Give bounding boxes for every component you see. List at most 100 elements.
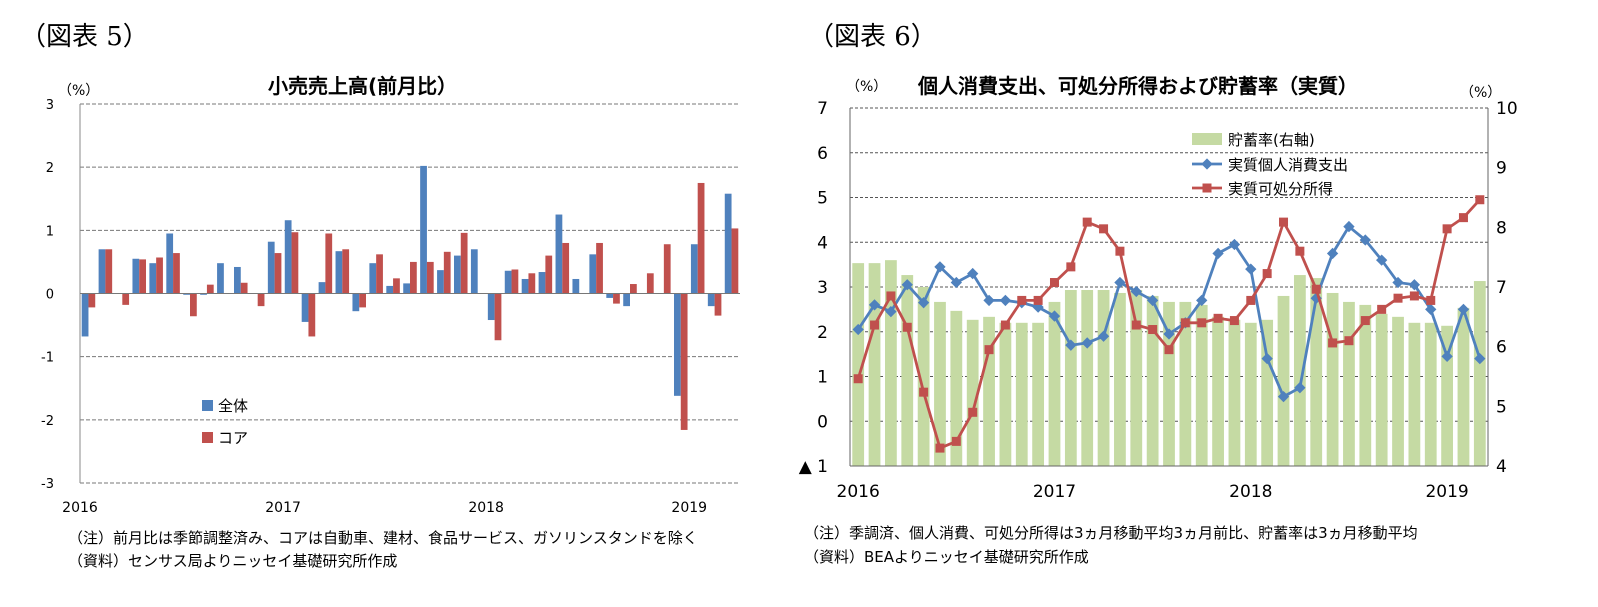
bar-savings-rate-2016-07 xyxy=(950,310,963,466)
bar-savings-rate-2019-01 xyxy=(1441,325,1453,466)
point-income-2016-08 xyxy=(968,407,978,417)
point-pce-2016-07 xyxy=(950,276,962,289)
point-income-2017-10 xyxy=(1197,318,1207,328)
point-income-2018-05 xyxy=(1311,284,1321,294)
bar-コア-2018-03 xyxy=(528,273,536,294)
legend-label: 全体 xyxy=(218,397,248,415)
bar-コア-2016-11 xyxy=(257,293,265,307)
bar-コア-2017-04 xyxy=(342,249,350,294)
point-income-2018-03 xyxy=(1279,217,1289,227)
bar-コア-2018-07 xyxy=(596,242,603,294)
point-pce-2018-11 xyxy=(1408,279,1421,291)
legend-swatch-全体 xyxy=(202,400,213,411)
bar-savings-rate-2017-11 xyxy=(1212,316,1224,466)
bar-全体-2018-08 xyxy=(606,293,614,298)
bar-全体-2017-09 xyxy=(420,165,427,294)
point-income-2018-06 xyxy=(1328,338,1338,348)
bar-全体-2018-12 xyxy=(674,293,681,396)
left-chart-note: （注）前月比は季節調整済み、コアは自動車、建材、食品サービス、ガソリンスタンドを… xyxy=(68,529,698,547)
point-pce-2016-09 xyxy=(983,294,995,307)
bar-savings-rate-2017-07 xyxy=(1146,295,1159,466)
bar-全体-2017-03 xyxy=(318,282,326,294)
y-tick-label: 1 xyxy=(817,368,828,388)
bar-コア-2017-05 xyxy=(359,293,366,308)
bar-savings-rate-2017-06 xyxy=(1130,289,1143,466)
point-income-2017-05 xyxy=(1115,246,1125,256)
point-pce-2018-06 xyxy=(1326,247,1339,260)
point-income-2018-07 xyxy=(1344,336,1354,346)
bar-全体-2016-02 xyxy=(98,249,106,294)
x-tick-label: 2017 xyxy=(1033,482,1076,502)
bar-コア-2018-05 xyxy=(562,242,570,294)
bar-全体-2017-01 xyxy=(284,220,292,294)
bar-全体-2016-05 xyxy=(149,263,157,294)
bar-全体-2017-07 xyxy=(386,285,394,294)
bar-全体-2018-05 xyxy=(555,214,563,294)
bar-全体-2018-03 xyxy=(521,278,529,294)
point-income-2018-02 xyxy=(1262,269,1272,279)
bar-全体-2016-07 xyxy=(183,293,190,295)
point-income-2016-07 xyxy=(951,436,961,446)
bar-コア-2016-03 xyxy=(122,293,130,305)
bar-savings-rate-2016-12 xyxy=(1032,322,1045,466)
bar-コア-2018-04 xyxy=(545,255,553,294)
bar-コア-2016-01 xyxy=(88,293,96,308)
bar-savings-rate-2016-10 xyxy=(999,322,1012,466)
point-pce-2017-11 xyxy=(1212,247,1224,260)
point-income-2017-04 xyxy=(1099,224,1109,234)
bar-コア-2018-02 xyxy=(511,269,519,294)
left-chart-source: （資料）センサス局よりニッセイ基礎研究所作成 xyxy=(68,552,398,570)
point-income-2017-09 xyxy=(1180,318,1190,328)
y2-tick-label: 7 xyxy=(1496,278,1507,298)
bar-コア-2016-02 xyxy=(105,249,113,294)
point-income-2017-08 xyxy=(1164,345,1174,355)
bar-savings-rate-2016-02 xyxy=(868,263,881,466)
chart-title-retail-sales: 小売売上高(前月比） xyxy=(268,74,458,98)
bar-savings-rate-2018-06 xyxy=(1326,292,1339,466)
x-tick-label: 2018 xyxy=(468,500,504,516)
point-income-2019-03 xyxy=(1475,195,1485,205)
bar-全体-2016-12 xyxy=(267,241,275,294)
point-income-2016-12 xyxy=(1033,295,1043,305)
point-pce-2017-06 xyxy=(1130,285,1142,298)
point-income-2017-06 xyxy=(1131,320,1141,330)
figure-5-label: （図表 5） xyxy=(20,22,149,52)
bar-全体-2018-04 xyxy=(538,272,546,294)
point-income-2016-04 xyxy=(902,322,912,332)
point-income-2016-10 xyxy=(1000,320,1010,330)
bar-全体-2017-10 xyxy=(437,270,444,294)
x-tick-label: 2018 xyxy=(1229,482,1272,502)
bar-savings-rate-2018-11 xyxy=(1408,322,1421,466)
point-pce-2018-04 xyxy=(1294,382,1306,394)
bar-savings-rate-2018-08 xyxy=(1359,304,1372,466)
bar-savings-rate-2018-10 xyxy=(1392,316,1404,466)
bar-コア-2016-10 xyxy=(240,282,248,294)
point-pce-2019-02 xyxy=(1457,303,1470,316)
right-chart-source: （資料）BEAよりニッセイ基礎研究所作成 xyxy=(804,548,1089,566)
point-pce-2019-03 xyxy=(1474,352,1486,365)
legend-label: 実質可処分所得 xyxy=(1228,180,1333,198)
bar-全体-2016-01 xyxy=(81,293,89,337)
bar-savings-rate-2016-08 xyxy=(966,319,979,466)
bar-savings-rate-2018-09 xyxy=(1375,313,1388,466)
bar-コア-2018-01 xyxy=(494,293,502,341)
point-pce-2016-10 xyxy=(999,294,1012,307)
y-tick-label: -2 xyxy=(41,414,54,429)
point-income-2019-02 xyxy=(1458,213,1468,223)
point-pce-2017-07 xyxy=(1146,294,1159,307)
point-pce-2016-02 xyxy=(868,299,881,311)
y-tick-label: 7 xyxy=(817,99,828,119)
bar-コア-2016-08 xyxy=(206,284,214,294)
bar-コア-2017-03 xyxy=(325,233,333,294)
point-pce-2017-12 xyxy=(1228,238,1241,251)
bar-savings-rate-2019-03 xyxy=(1473,281,1486,466)
bar-savings-rate-2017-12 xyxy=(1228,319,1241,466)
bar-savings-rate-2016-11 xyxy=(1015,322,1028,466)
bar-savings-rate-2018-03 xyxy=(1277,295,1290,466)
bar-savings-rate-2018-12 xyxy=(1424,322,1437,466)
point-income-2017-01 xyxy=(1049,278,1059,288)
point-income-2017-07 xyxy=(1148,325,1158,335)
point-income-2016-06 xyxy=(935,443,945,453)
bar-全体-2016-08 xyxy=(200,293,207,295)
